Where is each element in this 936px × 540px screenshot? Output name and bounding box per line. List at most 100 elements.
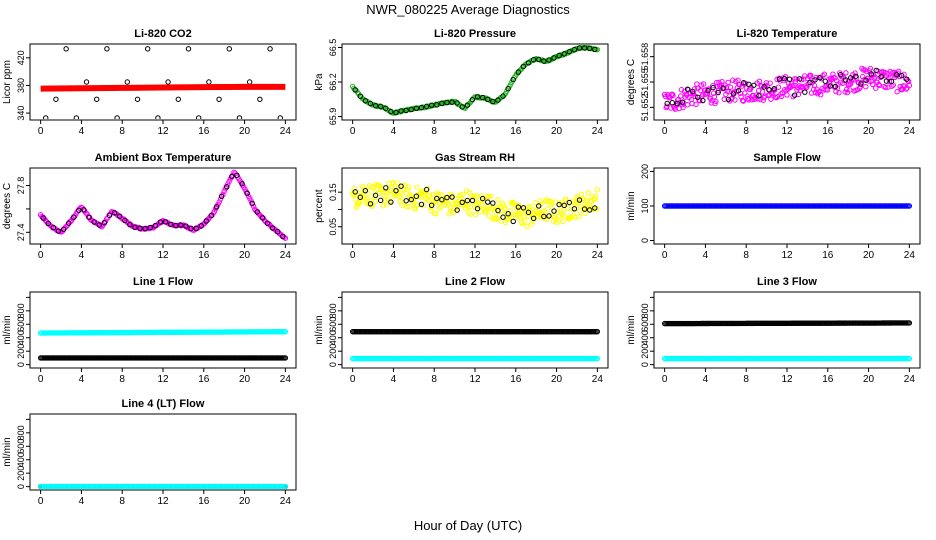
data-point: [111, 210, 118, 216]
data-point: [520, 63, 527, 70]
y-tick-label: 400: [16, 452, 26, 467]
y-tick-label: 400: [640, 330, 650, 345]
x-tick-label: 0: [662, 250, 668, 261]
data-layer: [349, 179, 601, 229]
data-point: [249, 200, 255, 206]
data-point: [792, 78, 799, 85]
data-point: [226, 46, 232, 52]
data-point: [404, 203, 410, 210]
data-point: [548, 201, 555, 207]
data-point: [423, 186, 430, 193]
y-axis-label: ml/min: [2, 315, 13, 344]
data-point: [485, 199, 491, 205]
data-point: [471, 193, 477, 199]
data-point: [236, 115, 243, 119]
data-point: [63, 46, 69, 52]
data-point: [510, 76, 516, 83]
data-point: [784, 92, 790, 98]
data-point: [501, 203, 507, 209]
data-point: [433, 211, 439, 217]
x-tick-label: 16: [822, 250, 834, 261]
y-tick-label: 800: [16, 303, 26, 318]
data-point: [536, 203, 542, 209]
data-point: [216, 199, 222, 205]
data-point: [463, 188, 470, 194]
data-layer: [37, 169, 289, 241]
data-point: [393, 187, 399, 194]
data-point: [505, 85, 511, 92]
data-point: [893, 71, 900, 78]
series-sample: [37, 355, 289, 361]
data-point: [903, 86, 910, 92]
y-tick-label: 51.652: [640, 94, 650, 122]
x-tick-label: 12: [157, 250, 169, 261]
data-point: [73, 115, 80, 119]
data-point: [474, 94, 481, 100]
x-tick-label: 0: [350, 250, 356, 261]
data-point: [530, 218, 536, 224]
data-point: [418, 194, 425, 200]
data-point: [45, 220, 51, 227]
data-point: [571, 206, 578, 212]
data-point: [576, 213, 582, 220]
data-point: [473, 211, 479, 218]
data-point: [592, 46, 598, 53]
data-point: [356, 199, 362, 206]
y-tick-label: 600: [328, 317, 338, 332]
x-tick-label: 4: [703, 250, 709, 261]
y-axis-label: degrees C: [2, 183, 13, 229]
data-point: [444, 194, 450, 201]
data-point: [512, 215, 519, 221]
data-point: [544, 205, 551, 212]
data-point: [474, 205, 481, 212]
data-point: [708, 100, 714, 106]
data-point: [352, 87, 358, 93]
data-point: [221, 188, 227, 195]
data-point: [454, 207, 460, 213]
data-point: [684, 102, 691, 108]
data-point: [594, 328, 601, 335]
data-point: [405, 184, 412, 190]
panel-title: Gas Stream RH: [435, 152, 515, 164]
data-point: [367, 201, 374, 207]
data-point: [756, 93, 762, 99]
data-point: [454, 100, 460, 106]
x-tick-label: 16: [822, 374, 834, 385]
data-point: [843, 86, 850, 93]
data-point: [561, 51, 567, 57]
data-point: [791, 92, 798, 98]
data-point: [479, 94, 486, 101]
x-tick-label: 24: [904, 250, 916, 261]
data-point: [869, 81, 876, 88]
data-point: [836, 90, 842, 96]
data-point: [670, 92, 676, 99]
data-point: [715, 89, 721, 96]
y-tick-label: 400: [16, 330, 26, 345]
data-point: [226, 178, 232, 185]
x-tick-label: 8: [119, 496, 125, 507]
data-point: [848, 75, 854, 81]
data-point: [679, 99, 686, 105]
data-point: [244, 190, 250, 196]
data-point: [213, 204, 220, 210]
data-point: [362, 98, 369, 104]
data-point: [674, 100, 681, 107]
data-point: [423, 103, 430, 110]
series-sample: [349, 355, 601, 362]
figure-title: NWR_080225 Average Diagnostics: [366, 2, 570, 17]
data-point: [817, 75, 823, 81]
data-point: [697, 87, 704, 94]
data-point: [65, 220, 72, 226]
x-tick-label: 20: [239, 250, 251, 261]
panel-title: Ambient Box Temperature: [95, 152, 232, 164]
data-point: [485, 204, 491, 210]
data-point: [594, 355, 601, 362]
data-point: [587, 207, 593, 213]
x-tick-label: 0: [38, 250, 44, 261]
data-point: [282, 483, 289, 489]
data-point: [357, 194, 363, 200]
y-tick-label: 27.4: [16, 224, 26, 242]
data-layer: [661, 320, 913, 362]
data-point: [505, 210, 511, 217]
